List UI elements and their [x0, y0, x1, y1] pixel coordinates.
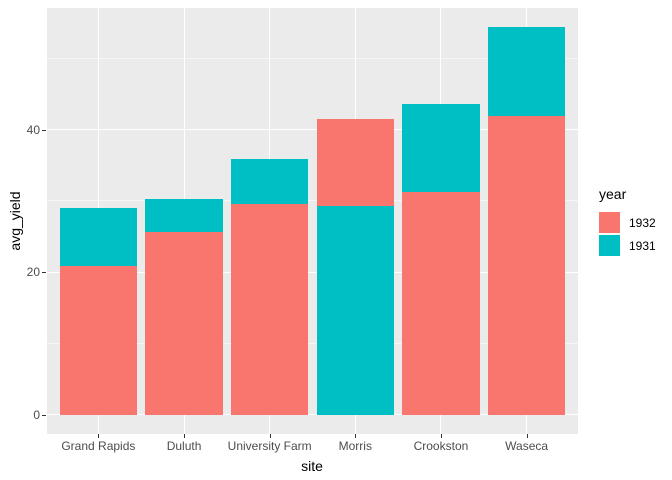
gridline-minor-y10 — [47, 342, 578, 344]
x-tick-mark-1 — [184, 434, 186, 438]
bar-crookston-1932 — [402, 192, 480, 415]
bar-grand-rapids-1932 — [59, 266, 137, 415]
x-tick-label-0: Grand Rapids — [61, 439, 136, 453]
legend-swatch-1932 — [599, 212, 620, 233]
bar-morris-1931 — [316, 205, 394, 415]
x-tick-mark-4 — [440, 434, 442, 438]
y-tick-mark-0 — [42, 414, 46, 416]
y-tick-label-40: 40 — [26, 122, 40, 137]
legend-entry-1931: 1931 — [599, 234, 656, 257]
gridline-major-y0 — [47, 414, 578, 416]
x-tick-label-5: Waseca — [505, 439, 549, 453]
bar-duluth-1932 — [145, 231, 223, 415]
legend-entry-1932: 1932 — [599, 211, 656, 234]
x-tick-label-1: Duluth — [166, 439, 202, 453]
legend: year 1932 1931 — [599, 186, 656, 257]
x-axis-title: site — [301, 458, 323, 474]
y-tick-label-0: 0 — [33, 407, 40, 422]
x-tick-mark-5 — [526, 434, 528, 438]
gridline-minor-y50 — [47, 57, 578, 59]
plot-panel — [47, 8, 578, 434]
gridline-minor-y30 — [47, 200, 578, 202]
x-tick-label-2: University Farm — [227, 439, 312, 453]
x-tick-mark-0 — [98, 434, 100, 438]
x-tick-mark-3 — [355, 434, 357, 438]
legend-label-1932: 1932 — [629, 215, 656, 230]
legend-label-1931: 1931 — [629, 238, 656, 253]
x-tick-label-4: Crookston — [413, 439, 469, 453]
y-tick-label-20: 20 — [26, 265, 40, 280]
y-tick-mark-40 — [42, 129, 46, 131]
gridline-major-y20 — [47, 271, 578, 273]
gridline-major-y40 — [47, 129, 578, 131]
legend-swatch-1931 — [599, 235, 620, 256]
bar-university-farm-1932 — [231, 204, 309, 415]
x-tick-label-3: Morris — [338, 439, 372, 453]
y-tick-mark-20 — [42, 272, 46, 274]
legend-title: year — [599, 186, 627, 202]
y-axis-title: avg_yield — [7, 191, 23, 251]
x-tick-mark-2 — [269, 434, 271, 438]
bar-waseca-1932 — [488, 116, 566, 415]
